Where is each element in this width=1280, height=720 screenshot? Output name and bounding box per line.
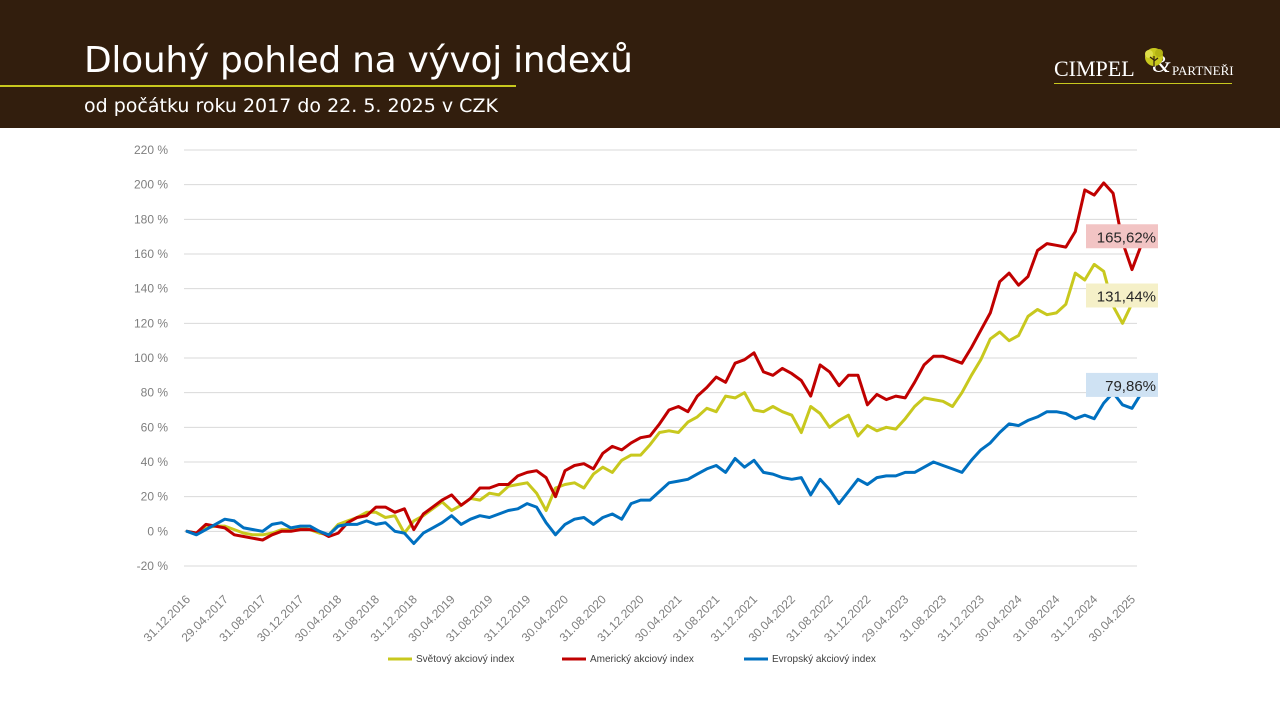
legend-label: Evropský akciový index — [772, 654, 876, 665]
y-tick-label: 220 % — [134, 143, 168, 157]
page-title: Dlouhý pohled na vývoj indexů — [84, 40, 633, 81]
tree-leaf-icon — [1145, 48, 1163, 67]
legend-label: Americký akciový index — [590, 654, 694, 665]
y-tick-label: 40 % — [141, 455, 169, 469]
logo-partner-text: PARTNEŘI — [1172, 63, 1234, 78]
y-tick-label: 200 % — [134, 178, 168, 192]
y-tick-label: 100 % — [134, 351, 168, 365]
legend-label: Světový akciový index — [416, 654, 514, 665]
logo-name: CIMPEL — [1054, 56, 1135, 81]
y-tick-label: 0 % — [147, 524, 168, 538]
index-line-chart: -20 % 0 % 20 % 40 % 60 % 80 % 100 % 120 % 140 % 1… — [134, 143, 1158, 665]
y-tick-label: 60 % — [141, 420, 169, 434]
y-tick-label: -20 % — [137, 559, 169, 573]
y-tick-label: 160 % — [134, 247, 168, 261]
title-underline — [0, 85, 516, 87]
end-label: 131,44% — [1097, 289, 1156, 306]
y-tick-label: 180 % — [134, 212, 168, 226]
y-tick-label: 120 % — [134, 316, 168, 330]
page-subtitle: od počátku roku 2017 do 22. 5. 2025 v CZ… — [84, 95, 498, 117]
slide-header: Dlouhý pohled na vývoj indexů od počátku… — [0, 0, 1280, 128]
end-label-box — [1086, 224, 1158, 249]
end-label-box — [1086, 283, 1158, 308]
y-tick-label: 20 % — [141, 490, 169, 504]
end-label: 79,86% — [1105, 378, 1156, 395]
end-label-box — [1086, 372, 1158, 397]
company-logo: CIMPEL & PARTNEŘI — [1052, 46, 1236, 88]
end-label: 165,62% — [1097, 229, 1156, 246]
y-tick-label: 140 % — [134, 282, 168, 296]
series-line — [185, 262, 1134, 537]
y-tick-label: 80 % — [141, 386, 169, 400]
series-line — [185, 391, 1143, 545]
logo-underline — [1054, 83, 1232, 84]
